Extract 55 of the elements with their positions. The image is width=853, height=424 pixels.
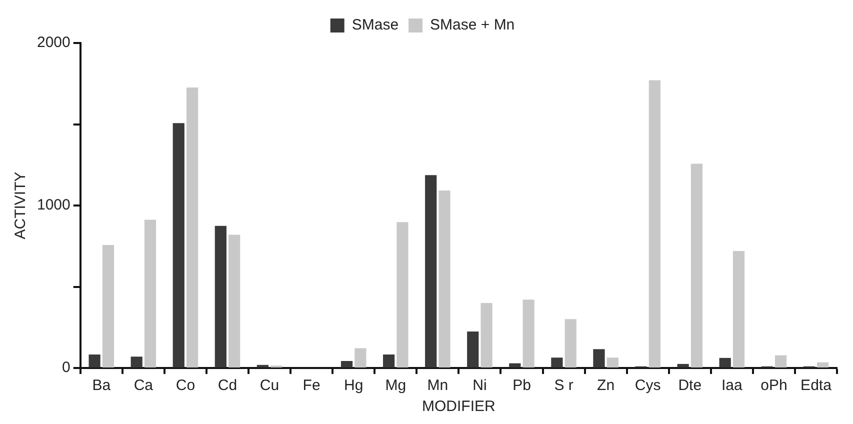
x-tick-label: Edta	[800, 377, 832, 394]
x-tick-label: Mn	[427, 377, 448, 394]
bar	[606, 358, 618, 368]
bar	[172, 123, 184, 368]
bar	[186, 88, 198, 368]
x-tick-label: Ni	[472, 377, 487, 394]
legend-label: SMase	[352, 16, 399, 34]
bar	[102, 244, 114, 368]
y-tick-label: 2000	[36, 34, 70, 52]
legend-label: SMase + Mn	[430, 16, 515, 34]
bar	[214, 226, 226, 368]
bar	[340, 361, 353, 368]
bar	[774, 355, 787, 368]
bar	[467, 331, 479, 368]
bar	[564, 319, 576, 368]
bar	[509, 363, 521, 368]
bar	[593, 349, 605, 368]
x-tick-label: Ca	[134, 377, 154, 394]
bar	[817, 362, 829, 368]
bar	[130, 356, 142, 368]
x-tick-label: Dte	[678, 377, 702, 394]
x-tick-label: Hg	[344, 377, 364, 394]
bar	[677, 364, 689, 368]
y-tick-label: 0	[62, 359, 70, 376]
bar	[732, 251, 745, 368]
bar	[396, 222, 408, 368]
x-tick-label: Co	[176, 377, 196, 394]
bar	[719, 358, 731, 368]
x-tick-label: Cu	[260, 377, 280, 394]
bar	[425, 175, 437, 368]
bar	[690, 164, 703, 368]
bar	[551, 358, 563, 368]
bar	[144, 220, 156, 368]
bar	[354, 348, 366, 368]
y-tick-label: 1000	[36, 196, 70, 214]
x-tick-label: Ba	[92, 377, 112, 394]
bar	[228, 234, 240, 368]
x-tick-label: Zn	[597, 377, 615, 394]
bar	[480, 303, 492, 368]
bar	[522, 300, 534, 368]
bar	[382, 354, 395, 368]
x-tick-label: Pb	[512, 377, 531, 394]
bar	[256, 364, 269, 368]
x-axis-title: MODIFIER	[422, 398, 496, 416]
x-tick-label: Cys	[634, 377, 661, 394]
x-tick-label: oPh	[760, 377, 788, 394]
x-tick-label: S r	[554, 377, 574, 394]
bar	[88, 354, 100, 368]
x-tick-label: Mg	[385, 377, 406, 394]
bar	[438, 190, 450, 368]
x-tick-label: Iaa	[721, 377, 743, 394]
bar	[648, 80, 660, 368]
x-tick-label: Fe	[302, 377, 320, 394]
y-axis-title: ACTIVITY	[12, 172, 30, 240]
x-tick-label: Cd	[218, 377, 238, 394]
